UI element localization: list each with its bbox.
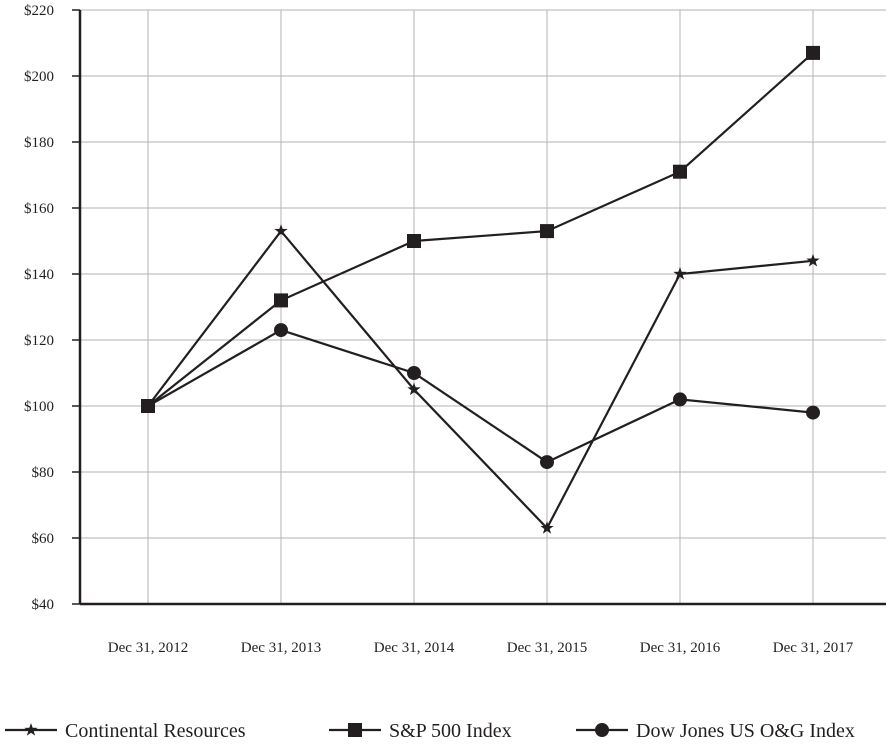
- x-tick-label: Dec 31, 2016: [640, 640, 721, 656]
- square-data-point: [274, 293, 288, 308]
- star-data-point: [274, 224, 288, 237]
- circle-data-point: [274, 323, 288, 338]
- circle-data-point: [141, 399, 155, 413]
- legend-label: Continental Resources: [65, 720, 246, 742]
- legend: Continental Resources S&P 500 Index Dow Jo…: [5, 720, 855, 742]
- series-line: [147, 229, 814, 530]
- x-tick-label: Dec 31, 2015: [507, 640, 587, 656]
- star-data-point: [407, 382, 421, 396]
- y-tick-label: $60: [32, 531, 55, 547]
- y-tick-label: $140: [24, 267, 54, 283]
- x-tick-label: Dec 31, 2014: [374, 640, 455, 656]
- series-line: [147, 328, 814, 464]
- square-data-point: [540, 224, 554, 239]
- legend-square-icon: [348, 723, 362, 737]
- square-data-point: [673, 164, 687, 179]
- series-square: [141, 45, 820, 413]
- series: [141, 45, 820, 534]
- series-line: [147, 52, 814, 407]
- legend-star-icon: [24, 723, 38, 736]
- x-tick-label: Dec 31, 2017: [773, 640, 854, 656]
- grid: [80, 9, 886, 604]
- square-data-point: [407, 234, 421, 248]
- series-circle: [141, 323, 820, 470]
- legend-label: Dow Jones US O&G Index: [636, 720, 855, 742]
- y-tick-label: $200: [24, 69, 54, 85]
- square-data-point: [806, 45, 820, 60]
- x-tick-label: Dec 31, 2013: [241, 640, 321, 656]
- x-axis-ticks: Dec 31, 2012 Dec 31, 2013 Dec 31, 2014 Dec …: [108, 640, 854, 656]
- star-data-point: [806, 253, 820, 267]
- legend-item: Dow Jones US O&G Index: [576, 720, 855, 742]
- x-tick-label: Dec 31, 2012: [108, 640, 188, 656]
- series-star: [141, 224, 820, 534]
- circle-data-point: [806, 405, 820, 420]
- circle-data-point: [673, 392, 687, 407]
- legend-item: Continental Resources: [5, 720, 246, 742]
- star-data-point: [673, 267, 687, 280]
- y-tick-label: $220: [24, 3, 54, 19]
- axes: [72, 9, 886, 606]
- y-tick-label: $40: [32, 597, 55, 613]
- star-data-point: [540, 521, 554, 534]
- legend-circle-icon: [595, 723, 609, 737]
- y-axis-ticks: $40 $60 $80 $100 $120 $140 $160 $180 $200 $220: [24, 3, 54, 613]
- y-tick-label: $180: [24, 135, 54, 151]
- y-tick-label: $160: [24, 201, 54, 217]
- y-tick-label: $100: [24, 399, 54, 415]
- y-tick-label: $80: [32, 465, 55, 481]
- y-tick-label: $120: [24, 333, 54, 349]
- legend-label: S&P 500 Index: [389, 720, 512, 742]
- circle-data-point: [540, 455, 554, 470]
- circle-data-point: [407, 366, 421, 380]
- legend-item: S&P 500 Index: [329, 720, 512, 742]
